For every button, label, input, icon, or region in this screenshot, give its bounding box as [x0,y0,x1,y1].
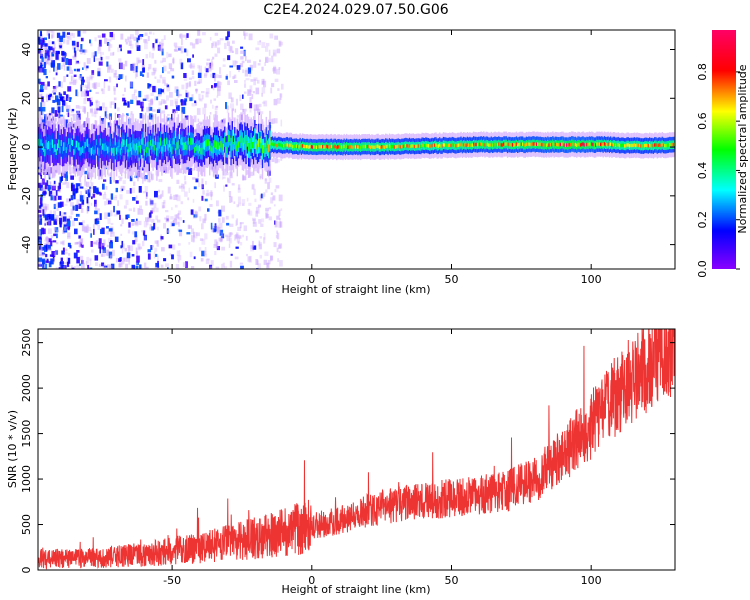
y-tick-label: 2500 [20,329,33,357]
y-tick-label: 1000 [20,465,33,493]
colorbar: 0.0 0.2 0.4 0.6 0.8 Normalized spectral ampl… [696,30,749,278]
spectrogram-heatmap [38,30,675,269]
colorbar-tick-label: 0.2 [696,211,709,229]
y-tick-label: 2000 [20,374,33,402]
snr-ylabel: SNR (10 * v/v) [6,410,19,488]
y-tick-label: -20 [20,187,33,205]
x-tick-label: 100 [581,273,602,286]
x-tick-label: -50 [163,574,181,587]
figure-title: C2E4.2024.029.07.50.G06 [263,2,448,18]
y-tick-label: 1500 [20,420,33,448]
x-tick-label: 50 [444,574,458,587]
y-tick-label: 0 [20,144,33,151]
spectrogram-ticks: -50 0 50 100 -40 -20 0 20 40 [20,30,675,286]
x-tick-label: 100 [581,574,602,587]
colorbar-ticks: 0.0 0.2 0.4 0.6 0.8 [696,63,740,278]
y-tick-label: 500 [20,514,33,535]
spectrogram-xlabel: Height of straight line (km) [281,283,430,296]
y-tick-label: 0 [20,567,33,574]
snr-series-line [38,329,675,570]
y-tick-label: 40 [20,43,33,57]
colorbar-tick-label: 0.4 [696,162,709,180]
x-tick-label: -50 [163,273,181,286]
colorbar-tick-label: 0.0 [696,260,709,278]
colorbar-label: Normalized spectral amplitude [736,64,749,233]
snr-xlabel: Height of straight line (km) [281,583,430,596]
snr-axes-frame [37,328,676,571]
spectrogram-axes-frame [37,29,676,270]
colorbar-tick-label: 0.6 [696,112,709,130]
x-tick-label: 50 [444,273,458,286]
spectrogram-ylabel: Frequency (Hz) [6,108,19,191]
x-tick-label: 0 [308,574,315,587]
spectrogram-panel: -50 0 50 100 -40 -20 0 20 40 Height of straight … [6,29,676,296]
x-tick-label: 0 [308,273,315,286]
colorbar-tick-label: 0.8 [696,63,709,81]
colorbar-gradient [712,30,736,269]
y-tick-label: 20 [20,91,33,105]
y-tick-label: -40 [20,236,33,254]
